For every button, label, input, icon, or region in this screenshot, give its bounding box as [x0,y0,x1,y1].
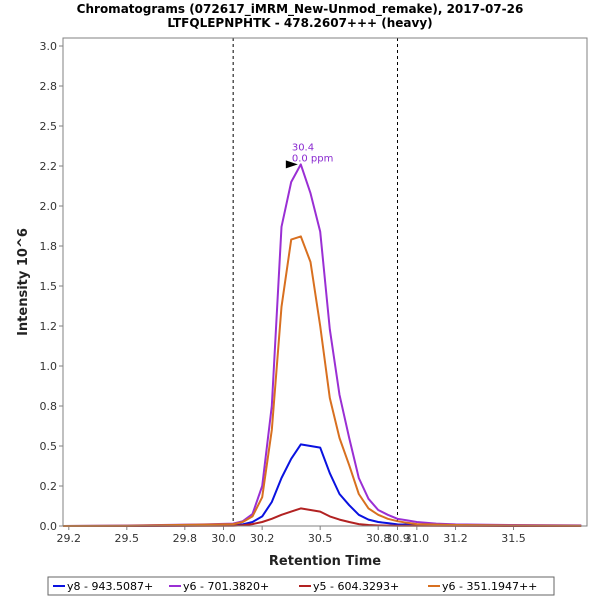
y-axis-label[interactable]: Intensity 10^6 [16,228,31,336]
x-tick-label: 31.5 [501,532,526,545]
peak-marker-arrow-icon [285,160,298,169]
legend-item-0[interactable]: y8 - 943.5087+ [67,580,153,593]
y-tick-label: 1.5 [40,280,58,293]
y-tick-label: 0.0 [40,520,58,533]
y-tick-label: 0.8 [40,400,58,413]
x-tick-label: 30.9 [385,532,410,545]
x-tick-label: 29.8 [173,532,198,545]
x-axis-label[interactable]: Retention Time [269,554,381,569]
legend-item-1[interactable]: y6 - 701.3820+ [183,580,269,593]
x-tick-label: 29.5 [115,532,140,545]
legend-item-2[interactable]: y5 - 604.3293+ [313,580,399,593]
y-tick-label: 3.0 [40,40,58,53]
y-tick-label: 1.2 [40,320,58,333]
chart-subtitle: LTFQLEPNPHTK - 478.2607+++ (heavy) [167,16,432,30]
series-line-2[interactable] [63,507,582,527]
y-tick-label: 0.5 [40,440,58,453]
x-tick-label: 31.0 [405,532,430,545]
y-tick-label: 2.8 [40,80,58,93]
peak-annotation-rt: 30.4 [292,142,314,153]
x-tick-label: 30.0 [211,532,236,545]
x-tick-label: 30.5 [308,532,333,545]
plot-area [62,37,588,527]
chart-title: Chromatograms (072617_iMRM_New-Unmod_rem… [77,2,524,17]
y-tick-label: 0.2 [40,480,58,493]
y-tick-label: 1.8 [40,240,58,253]
series-line-1[interactable] [62,163,582,527]
series-line-0[interactable] [63,443,582,527]
x-tick-label: 31.2 [443,532,468,545]
y-tick-label: 1.0 [40,360,58,373]
x-tick-label: 29.2 [57,532,82,545]
series-line-3[interactable] [62,235,582,527]
peak-annotation-ppm: 0.0 ppm [292,153,334,164]
legend-item-3[interactable]: y6 - 351.1947++ [442,580,537,593]
legend[interactable]: y8 - 943.5087+ y6 - 701.3820+ y5 - 604.329… [47,576,555,596]
y-tick-label: 2.0 [40,200,58,213]
y-tick-label: 2.2 [40,160,58,173]
x-tick-label: 30.8 [366,532,391,545]
y-tick-label: 2.5 [40,120,58,133]
x-tick-label: 30.2 [250,532,275,545]
